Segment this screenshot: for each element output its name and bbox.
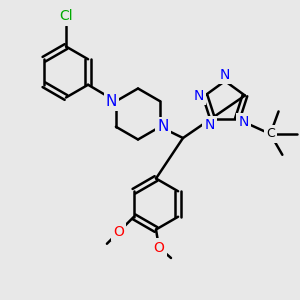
Text: C: C bbox=[266, 128, 275, 140]
Text: N: N bbox=[194, 88, 204, 103]
Text: N: N bbox=[106, 94, 117, 109]
Text: O: O bbox=[154, 241, 164, 254]
Text: N: N bbox=[220, 68, 230, 82]
Text: Cl: Cl bbox=[59, 10, 73, 23]
Text: N: N bbox=[205, 118, 215, 132]
Text: N: N bbox=[238, 115, 248, 129]
Text: N: N bbox=[158, 119, 169, 134]
Text: O: O bbox=[113, 225, 124, 239]
Text: N: N bbox=[238, 115, 248, 129]
